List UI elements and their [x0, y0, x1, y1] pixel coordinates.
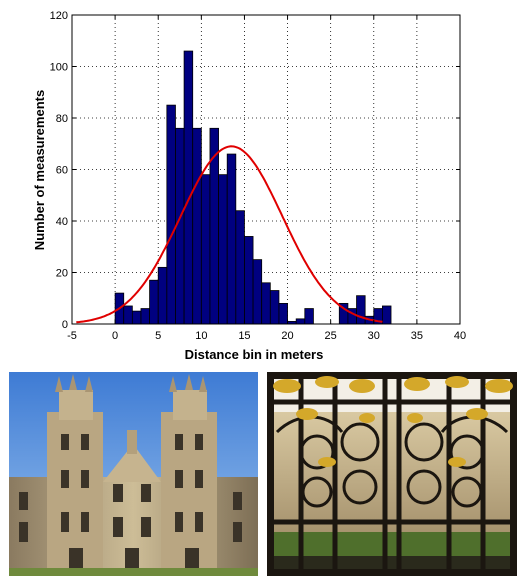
x-tick-label: 15: [238, 330, 250, 342]
gaussian-fit-curve: [76, 145, 383, 324]
y-axis-ticks: 0 20 40 60 80 100 120: [50, 10, 460, 331]
histogram-bars: [114, 50, 392, 325]
x-tick-label: 35: [411, 330, 423, 342]
histogram-bar: [200, 174, 211, 325]
x-axis-ticks: -5 0 5 10 15 20 25 30 35 40: [67, 15, 466, 342]
y-tick-label: 0: [62, 319, 68, 331]
y-tick-label: 60: [56, 165, 68, 177]
x-axis-label: Distance bin in meters: [185, 347, 324, 362]
college-building-photo: [9, 372, 258, 576]
histogram-bar: [235, 210, 245, 325]
x-tick-label: 40: [454, 330, 466, 342]
histogram-bar: [157, 266, 168, 325]
x-tick-label: 30: [368, 330, 380, 342]
histogram-bar: [149, 279, 159, 325]
histogram-bar: [244, 236, 254, 325]
histogram-bar: [226, 153, 237, 325]
x-tick-label: -5: [67, 330, 77, 342]
x-tick-label: 20: [281, 330, 293, 342]
histogram-bar: [269, 290, 280, 325]
histogram-bar: [218, 174, 228, 325]
histogram-bar: [131, 310, 142, 325]
histogram-bar: [123, 305, 133, 325]
histogram-bar: [140, 308, 151, 325]
histogram-bar: [261, 282, 271, 325]
histogram-bar: [304, 308, 314, 325]
y-tick-label: 20: [56, 268, 68, 280]
histogram-bar: [252, 259, 263, 325]
y-axis-label: Number of measurements: [32, 90, 47, 250]
histogram-bar: [166, 104, 176, 325]
plot-frame: [71, 14, 461, 325]
x-tick-label: 25: [325, 330, 337, 342]
y-tick-label: 100: [50, 62, 68, 74]
x-tick-label: 5: [155, 330, 161, 342]
histogram-bar: [278, 302, 288, 325]
x-tick-label: 10: [195, 330, 207, 342]
y-tick-label: 80: [56, 113, 68, 125]
histogram-bar: [356, 295, 366, 325]
y-tick-label: 120: [50, 10, 68, 22]
x-tick-label: 0: [112, 330, 118, 342]
y-tick-label: 40: [56, 216, 68, 228]
histogram-bar: [381, 305, 392, 325]
histogram-bar: [183, 50, 194, 325]
histogram-bar: [295, 318, 306, 325]
grid-lines: [72, 15, 460, 324]
histogram-bar: [192, 127, 202, 325]
ornate-gate-photo: [267, 372, 517, 576]
